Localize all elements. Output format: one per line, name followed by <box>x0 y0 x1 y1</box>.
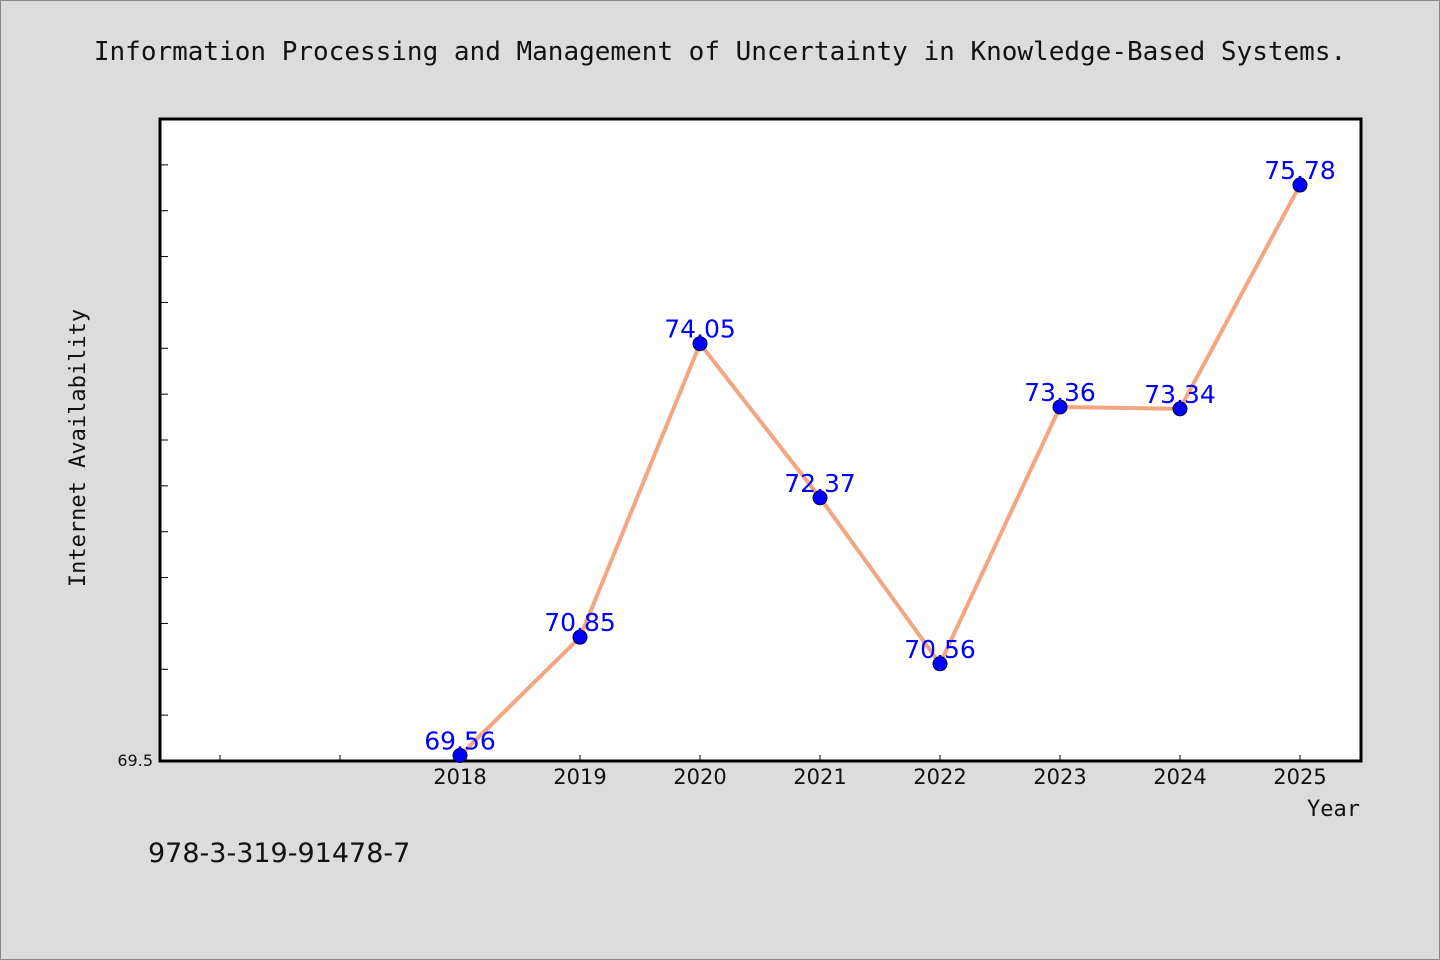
data-labels: 69.56 70.85 74.05 72.37 70.56 73.36 73.34 75.78 <box>424 156 1336 755</box>
y-tick-label: 69.5 <box>117 751 153 770</box>
data-point <box>692 336 708 352</box>
data-label: 69.56 <box>424 726 496 755</box>
series-line-group <box>458 184 1302 757</box>
x-axis-label: Year <box>1307 797 1360 822</box>
data-point <box>572 629 588 645</box>
x-tick-labels: 2018 2019 2020 2021 2022 2023 2024 2025 <box>433 765 1326 789</box>
x-tick-label: 2018 <box>433 765 486 789</box>
data-label: 75.78 <box>1264 156 1336 185</box>
data-label: 73.34 <box>1144 380 1216 409</box>
x-tick-label: 2022 <box>913 765 966 789</box>
data-label: 73.36 <box>1024 378 1096 407</box>
data-label: 70.56 <box>904 635 976 664</box>
data-point <box>1292 177 1308 193</box>
data-label: 74.05 <box>664 315 736 344</box>
footer-isbn: 978-3-319-91478-7 <box>148 838 410 869</box>
x-tick-label: 2024 <box>1153 765 1206 789</box>
data-point <box>1172 401 1188 417</box>
data-point <box>452 747 468 763</box>
data-label: 70.85 <box>544 608 616 637</box>
x-tick-label: 2025 <box>1273 765 1326 789</box>
data-label: 72.37 <box>784 469 856 498</box>
data-point <box>1052 399 1068 415</box>
y-axis-label: Internet Availability <box>66 309 91 587</box>
plot-area <box>158 117 1363 763</box>
data-markers <box>452 177 1308 763</box>
x-tick-label: 2019 <box>553 765 606 789</box>
x-tick-label: 2020 <box>673 765 726 789</box>
series-line <box>458 184 1302 757</box>
data-point <box>932 656 948 672</box>
axis-ticks <box>160 118 1301 762</box>
x-tick-label: 2021 <box>793 765 846 789</box>
data-point <box>812 490 828 506</box>
chart-title: Information Processing and Management of… <box>94 37 1346 67</box>
x-tick-label: 2023 <box>1033 765 1086 789</box>
